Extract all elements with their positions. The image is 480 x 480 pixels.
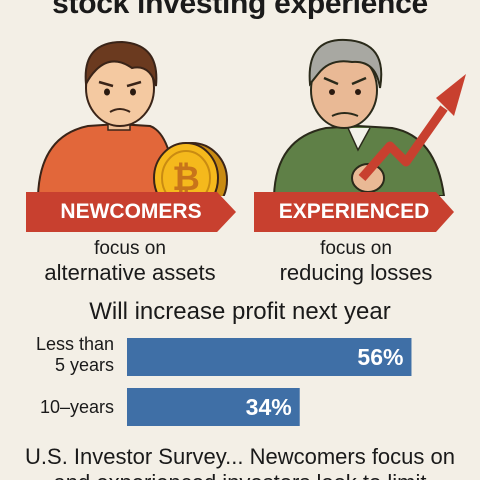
trend-arrow-icon — [358, 74, 466, 181]
bar-value-label-0: 56% — [357, 344, 403, 370]
newcomers-banner: NEWCOMERS — [26, 192, 236, 232]
svg-text:₿: ₿ — [172, 159, 200, 196]
experienced-label: EXPERIENCED — [278, 200, 430, 223]
footer-line-1: U.S. Investor Survey... Newcomers focus … — [25, 444, 455, 469]
experienced-focus-value: reducing losses — [279, 260, 433, 285]
newcomers-focus-value: alternative assets — [44, 260, 216, 285]
chart-title: stock investing experience — [52, 0, 428, 20]
newcomer-image: ₿ — [36, 40, 228, 196]
chart-subtitle: Will increase profit next year — [89, 298, 391, 325]
category-label-1: 10–years — [40, 397, 114, 417]
experienced-focus-prefix: focus on — [320, 238, 392, 259]
category-label-0: Less than 5 years — [36, 334, 114, 375]
experienced-focus: focus on reducing losses — [236, 238, 476, 286]
bar-0 — [127, 338, 412, 376]
bar-value-label-1: 34% — [246, 394, 292, 420]
newcomers-focus-prefix: focus on — [94, 238, 166, 259]
newcomer-illustration: ₿ — [0, 28, 240, 196]
bar-chart: 56% Less than 5 years 34% 10–years — [36, 334, 412, 426]
bitcoin-icon: ₿ — [153, 142, 228, 196]
experienced-image — [272, 38, 466, 196]
newcomers-label: NEWCOMERS — [60, 200, 202, 223]
newcomers-focus: focus on alternative assets — [10, 238, 250, 286]
experienced-illustration — [240, 28, 480, 196]
bar-1 — [127, 388, 300, 426]
experienced-banner: EXPERIENCED — [254, 192, 454, 232]
footer-line-2: and experienced investors look to limit — [0, 470, 480, 480]
